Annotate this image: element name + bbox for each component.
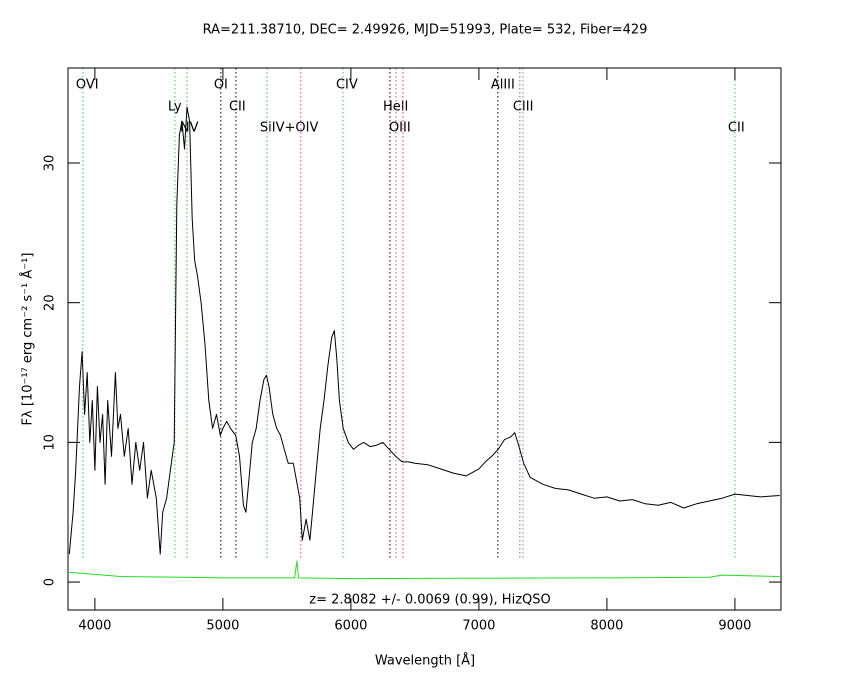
line-label: AlIII (491, 78, 515, 93)
line-label: HeII (383, 100, 408, 115)
x-axis-label: Wavelength [Å] (375, 653, 475, 669)
y-tick-label: 0 (43, 578, 58, 586)
x-tick-label: 6000 (334, 619, 367, 634)
x-tick-label: 7000 (462, 619, 495, 634)
chart-title: RA=211.38710, DEC= 2.49926, MJD=51993, P… (203, 23, 648, 38)
line-label: CIV (336, 78, 358, 93)
line-label: CII (229, 100, 246, 115)
line-label: Ly (168, 100, 182, 115)
series-line (69, 560, 780, 580)
y-tick-label: 30 (43, 155, 58, 172)
x-tick-label: 4000 (78, 619, 111, 634)
x-tick-label: 9000 (718, 619, 751, 634)
y-axis-label: Fλ [10⁻¹⁷ erg cm⁻² s⁻¹ Å⁻¹] (20, 253, 36, 426)
x-tick-label: 5000 (206, 619, 239, 634)
y-tick-label: 10 (43, 434, 58, 451)
line-label: SiIV+OIV (260, 121, 319, 136)
line-label: OI (214, 78, 228, 93)
line-label: CIII (513, 100, 534, 115)
x-tick-label: 8000 (590, 619, 623, 634)
plot-frame (67, 67, 782, 611)
line-label: OIII (389, 121, 411, 136)
series-line (68, 106, 780, 555)
line-label: CII (728, 121, 745, 136)
line-label: NV (180, 121, 199, 136)
annotation: z= 2.8082 +/- 0.0069 (0.99), HizQSO (309, 593, 550, 608)
y-tick-label: 20 (43, 294, 58, 311)
line-label: OVI (76, 78, 99, 93)
